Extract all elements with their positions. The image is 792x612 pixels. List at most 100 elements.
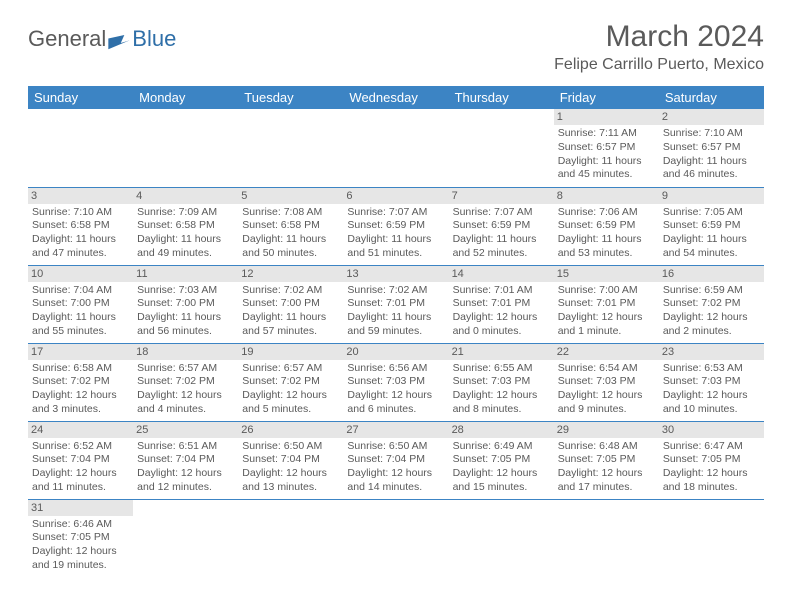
sunset-text: Sunset: 7:03 PM	[663, 375, 760, 389]
day-number: 7	[449, 188, 554, 204]
daylight-text: and 15 minutes.	[453, 481, 550, 495]
sunset-text: Sunset: 7:00 PM	[32, 297, 129, 311]
daylight-text: and 1 minute.	[558, 325, 655, 339]
calendar-day-cell	[238, 499, 343, 577]
daylight-text: and 45 minutes.	[558, 168, 655, 182]
daylight-text: Daylight: 11 hours	[347, 233, 444, 247]
daylight-text: Daylight: 12 hours	[347, 389, 444, 403]
sunrise-text: Sunrise: 7:06 AM	[558, 206, 655, 220]
sunrise-text: Sunrise: 6:46 AM	[32, 518, 129, 532]
daylight-text: and 19 minutes.	[32, 559, 129, 573]
daylight-text: and 5 minutes.	[242, 403, 339, 417]
daylight-text: and 50 minutes.	[242, 247, 339, 261]
sunrise-text: Sunrise: 7:02 AM	[347, 284, 444, 298]
calendar-day-cell: 26Sunrise: 6:50 AMSunset: 7:04 PMDayligh…	[238, 421, 343, 499]
sunset-text: Sunset: 7:02 PM	[242, 375, 339, 389]
daylight-text: Daylight: 11 hours	[242, 233, 339, 247]
sunset-text: Sunset: 7:03 PM	[347, 375, 444, 389]
calendar-day-cell: 5Sunrise: 7:08 AMSunset: 6:58 PMDaylight…	[238, 187, 343, 265]
sunrise-text: Sunrise: 6:56 AM	[347, 362, 444, 376]
calendar-day-cell: 13Sunrise: 7:02 AMSunset: 7:01 PMDayligh…	[343, 265, 448, 343]
calendar-day-cell: 30Sunrise: 6:47 AMSunset: 7:05 PMDayligh…	[659, 421, 764, 499]
day-number: 10	[28, 266, 133, 282]
sunrise-text: Sunrise: 6:49 AM	[453, 440, 550, 454]
daylight-text: and 11 minutes.	[32, 481, 129, 495]
daylight-text: and 54 minutes.	[663, 247, 760, 261]
daylight-text: Daylight: 11 hours	[663, 155, 760, 169]
daylight-text: and 6 minutes.	[347, 403, 444, 417]
daylight-text: Daylight: 12 hours	[453, 311, 550, 325]
calendar-day-cell	[554, 499, 659, 577]
sunrise-text: Sunrise: 6:50 AM	[242, 440, 339, 454]
calendar-day-cell	[133, 499, 238, 577]
calendar-day-cell: 19Sunrise: 6:57 AMSunset: 7:02 PMDayligh…	[238, 343, 343, 421]
day-number: 1	[554, 109, 659, 125]
daylight-text: Daylight: 12 hours	[663, 389, 760, 403]
header: General Blue March 2024 Felipe Carrillo …	[28, 20, 764, 74]
sunset-text: Sunset: 7:02 PM	[32, 375, 129, 389]
sunrise-text: Sunrise: 6:53 AM	[663, 362, 760, 376]
daylight-text: Daylight: 12 hours	[558, 311, 655, 325]
page-title: March 2024	[554, 20, 764, 54]
calendar-week-row: 10Sunrise: 7:04 AMSunset: 7:00 PMDayligh…	[28, 265, 764, 343]
sunset-text: Sunset: 7:01 PM	[453, 297, 550, 311]
day-number: 24	[28, 422, 133, 438]
calendar-day-cell: 17Sunrise: 6:58 AMSunset: 7:02 PMDayligh…	[28, 343, 133, 421]
daylight-text: and 59 minutes.	[347, 325, 444, 339]
daylight-text: and 3 minutes.	[32, 403, 129, 417]
sunset-text: Sunset: 6:58 PM	[32, 219, 129, 233]
daylight-text: Daylight: 11 hours	[663, 233, 760, 247]
daylight-text: and 51 minutes.	[347, 247, 444, 261]
sunrise-text: Sunrise: 7:07 AM	[453, 206, 550, 220]
calendar-day-cell: 20Sunrise: 6:56 AMSunset: 7:03 PMDayligh…	[343, 343, 448, 421]
sunset-text: Sunset: 7:04 PM	[347, 453, 444, 467]
sunrise-text: Sunrise: 6:51 AM	[137, 440, 234, 454]
sunrise-text: Sunrise: 7:09 AM	[137, 206, 234, 220]
sunrise-text: Sunrise: 6:50 AM	[347, 440, 444, 454]
daylight-text: Daylight: 11 hours	[558, 233, 655, 247]
calendar-day-cell: 31Sunrise: 6:46 AMSunset: 7:05 PMDayligh…	[28, 499, 133, 577]
weekday-header-row: Sunday Monday Tuesday Wednesday Thursday…	[28, 86, 764, 109]
day-number: 2	[659, 109, 764, 125]
sunrise-text: Sunrise: 7:03 AM	[137, 284, 234, 298]
sunset-text: Sunset: 7:01 PM	[558, 297, 655, 311]
calendar-day-cell: 7 Sunrise: 7:07 AMSunset: 6:59 PMDaylight…	[449, 187, 554, 265]
daylight-text: and 12 minutes.	[137, 481, 234, 495]
sunrise-text: Sunrise: 6:57 AM	[242, 362, 339, 376]
calendar-day-cell: 14Sunrise: 7:01 AMSunset: 7:01 PMDayligh…	[449, 265, 554, 343]
day-number: 17	[28, 344, 133, 360]
day-number: 11	[133, 266, 238, 282]
sunrise-text: Sunrise: 6:59 AM	[663, 284, 760, 298]
calendar-week-row: 1Sunrise: 7:11 AMSunset: 6:57 PMDaylight…	[28, 109, 764, 187]
weekday-header: Monday	[133, 86, 238, 109]
day-number: 21	[449, 344, 554, 360]
sunset-text: Sunset: 7:05 PM	[558, 453, 655, 467]
sunset-text: Sunset: 6:58 PM	[137, 219, 234, 233]
calendar-day-cell	[659, 499, 764, 577]
sunrise-text: Sunrise: 6:54 AM	[558, 362, 655, 376]
daylight-text: Daylight: 11 hours	[558, 155, 655, 169]
daylight-text: Daylight: 12 hours	[32, 467, 129, 481]
sunset-text: Sunset: 6:59 PM	[453, 219, 550, 233]
daylight-text: and 10 minutes.	[663, 403, 760, 417]
sunset-text: Sunset: 7:02 PM	[663, 297, 760, 311]
day-number: 15	[554, 266, 659, 282]
daylight-text: Daylight: 11 hours	[32, 233, 129, 247]
sunset-text: Sunset: 7:03 PM	[453, 375, 550, 389]
sunset-text: Sunset: 6:57 PM	[558, 141, 655, 155]
daylight-text: Daylight: 11 hours	[137, 311, 234, 325]
calendar-day-cell: 1Sunrise: 7:11 AMSunset: 6:57 PMDaylight…	[554, 109, 659, 187]
sunset-text: Sunset: 7:05 PM	[663, 453, 760, 467]
calendar-day-cell	[449, 109, 554, 187]
sunset-text: Sunset: 7:01 PM	[347, 297, 444, 311]
sunrise-text: Sunrise: 6:48 AM	[558, 440, 655, 454]
day-number: 26	[238, 422, 343, 438]
sunrise-text: Sunrise: 6:47 AM	[663, 440, 760, 454]
daylight-text: Daylight: 11 hours	[453, 233, 550, 247]
day-number: 28	[449, 422, 554, 438]
sunset-text: Sunset: 6:59 PM	[558, 219, 655, 233]
calendar-day-cell	[238, 109, 343, 187]
sunset-text: Sunset: 7:03 PM	[558, 375, 655, 389]
calendar-day-cell: 21Sunrise: 6:55 AMSunset: 7:03 PMDayligh…	[449, 343, 554, 421]
daylight-text: and 55 minutes.	[32, 325, 129, 339]
